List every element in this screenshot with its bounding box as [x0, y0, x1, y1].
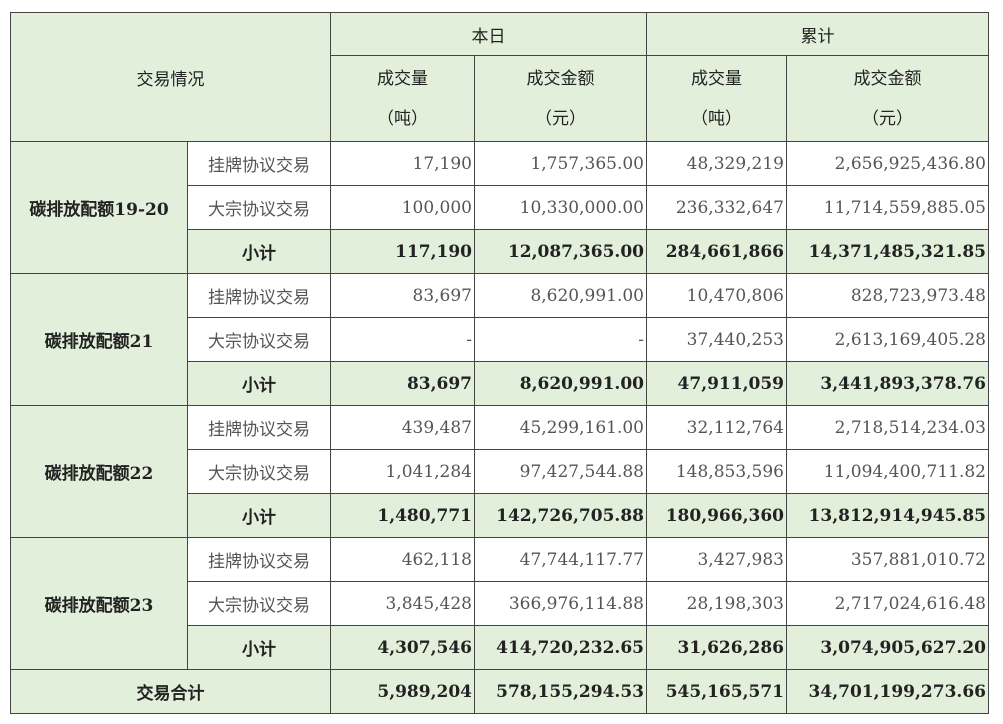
header-cum-amount: 成交金额 （元） — [786, 55, 989, 142]
cum-volume: 32,112,764 — [646, 405, 787, 450]
cum-volume: 47,911,059 — [646, 361, 787, 406]
header-cum-volume: 成交量 （吨） — [646, 55, 787, 142]
header-amount-unit: （元） — [862, 108, 913, 129]
trade-type: 大宗协议交易 — [187, 317, 331, 362]
cum-volume: 180,966,360 — [646, 493, 787, 538]
header-volume-label: 成交量 — [377, 68, 428, 89]
today-amount: 12,087,365.00 — [474, 229, 647, 274]
table-row: 碳排放配额22 挂牌协议交易 439,487 45,299,161.00 32,… — [10, 405, 989, 538]
cum-amount: 14,371,485,321.85 — [786, 229, 989, 274]
today-volume: 462,118 — [330, 537, 475, 582]
today-amount: - — [474, 317, 647, 362]
today-volume: 1,480,771 — [330, 493, 475, 538]
table-row: 大宗协议交易 1,041,284 97,427,544.88 148,853,5… — [11, 449, 989, 494]
cum-volume: 31,626,286 — [646, 625, 787, 670]
header-today-volume: 成交量 （吨） — [330, 55, 475, 142]
today-amount: 47,744,117.77 — [474, 537, 647, 582]
header-cumulative: 累计 — [646, 12, 989, 56]
trade-type: 大宗协议交易 — [187, 449, 331, 494]
header-volume-unit: （吨） — [377, 108, 428, 129]
grand-total-row: 交易合计 5,989,204 578,155,294.53 545,165,57… — [10, 669, 989, 714]
cum-amount: 357,881,010.72 — [786, 537, 989, 582]
trade-type: 大宗协议交易 — [187, 581, 331, 626]
trade-type: 大宗协议交易 — [187, 185, 331, 230]
cum-amount: 2,717,024,616.48 — [786, 581, 989, 626]
total-cum-volume: 545,165,571 — [646, 669, 787, 714]
cum-amount: 11,714,559,885.05 — [786, 185, 989, 230]
cum-amount: 2,656,925,436.80 — [786, 141, 989, 186]
today-volume: 1,041,284 — [330, 449, 475, 494]
today-volume: 100,000 — [330, 185, 475, 230]
today-amount: 8,620,991.00 — [474, 361, 647, 406]
cum-volume: 37,440,253 — [646, 317, 787, 362]
total-today-volume: 5,989,204 — [330, 669, 475, 714]
subtotal-row: 小计 4,307,546 414,720,232.65 31,626,286 3… — [11, 625, 989, 670]
group-name: 碳排放配额19-20 — [10, 141, 188, 274]
cum-amount: 3,074,905,627.20 — [786, 625, 989, 670]
today-volume: 17,190 — [330, 141, 475, 186]
subtotal-row: 小计 83,697 8,620,991.00 47,911,059 3,441,… — [11, 361, 989, 406]
today-amount: 1,757,365.00 — [474, 141, 647, 186]
subtotal-label: 小计 — [187, 493, 331, 538]
subtotal-row: 小计 1,480,771 142,726,705.88 180,966,360 … — [11, 493, 989, 538]
total-cum-amount: 34,701,199,273.66 — [786, 669, 989, 714]
trade-type: 挂牌协议交易 — [187, 537, 331, 582]
cum-volume: 236,332,647 — [646, 185, 787, 230]
cum-amount: 11,094,400,711.82 — [786, 449, 989, 494]
cum-volume: 48,329,219 — [646, 141, 787, 186]
cum-volume: 10,470,806 — [646, 273, 787, 318]
trade-type: 挂牌协议交易 — [187, 273, 331, 318]
header-amount-label: 成交金额 — [853, 68, 922, 89]
today-volume: 439,487 — [330, 405, 475, 450]
today-volume: - — [330, 317, 475, 362]
table-row: 碳排放配额21 挂牌协议交易 83,697 8,620,991.00 10,47… — [10, 273, 989, 406]
header-amount-label: 成交金额 — [526, 68, 595, 89]
cum-volume: 28,198,303 — [646, 581, 787, 626]
subtotal-label: 小计 — [187, 625, 331, 670]
group-name: 碳排放配额22 — [10, 405, 188, 538]
trading-summary-table: 交易情况 本日 累计 成交量 （吨） 成交金额 （元） 成交量 （吨） 成交金额… — [10, 12, 989, 714]
today-volume: 4,307,546 — [330, 625, 475, 670]
header-amount-unit: （元） — [535, 108, 586, 129]
subtotal-label: 小计 — [187, 229, 331, 274]
group-name: 碳排放配额21 — [10, 273, 188, 406]
trade-type: 挂牌协议交易 — [187, 405, 331, 450]
today-volume: 83,697 — [330, 361, 475, 406]
trade-type: 挂牌协议交易 — [187, 141, 331, 186]
total-today-amount: 578,155,294.53 — [474, 669, 647, 714]
cum-amount: 2,718,514,234.03 — [786, 405, 989, 450]
cum-amount: 13,812,914,945.85 — [786, 493, 989, 538]
today-amount: 142,726,705.88 — [474, 493, 647, 538]
subtotal-label: 小计 — [187, 361, 331, 406]
grand-total-label: 交易合计 — [10, 669, 331, 714]
cum-amount: 3,441,893,378.76 — [786, 361, 989, 406]
header-volume-unit: （吨） — [691, 108, 742, 129]
cum-volume: 284,661,866 — [646, 229, 787, 274]
today-amount: 8,620,991.00 — [474, 273, 647, 318]
cum-amount: 2,613,169,405.28 — [786, 317, 989, 362]
table-row: 大宗协议交易 100,000 10,330,000.00 236,332,647… — [11, 185, 989, 230]
today-volume: 83,697 — [330, 273, 475, 318]
table-row: 碳排放配额23 挂牌协议交易 462,118 47,744,117.77 3,4… — [10, 537, 989, 670]
today-amount: 414,720,232.65 — [474, 625, 647, 670]
subtotal-row: 小计 117,190 12,087,365.00 284,661,866 14,… — [11, 229, 989, 274]
today-volume: 117,190 — [330, 229, 475, 274]
header-today: 本日 — [330, 12, 647, 56]
today-volume: 3,845,428 — [330, 581, 475, 626]
table-row: 碳排放配额19-20 挂牌协议交易 17,190 1,757,365.00 48… — [10, 141, 989, 274]
today-amount: 366,976,114.88 — [474, 581, 647, 626]
today-amount: 10,330,000.00 — [474, 185, 647, 230]
cum-amount: 828,723,973.48 — [786, 273, 989, 318]
group-name: 碳排放配额23 — [10, 537, 188, 670]
cum-volume: 3,427,983 — [646, 537, 787, 582]
header-today-amount: 成交金额 （元） — [474, 55, 647, 142]
today-amount: 97,427,544.88 — [474, 449, 647, 494]
header-volume-label: 成交量 — [691, 68, 742, 89]
today-amount: 45,299,161.00 — [474, 405, 647, 450]
cum-volume: 148,853,596 — [646, 449, 787, 494]
header-trading-situation: 交易情况 — [10, 12, 331, 142]
